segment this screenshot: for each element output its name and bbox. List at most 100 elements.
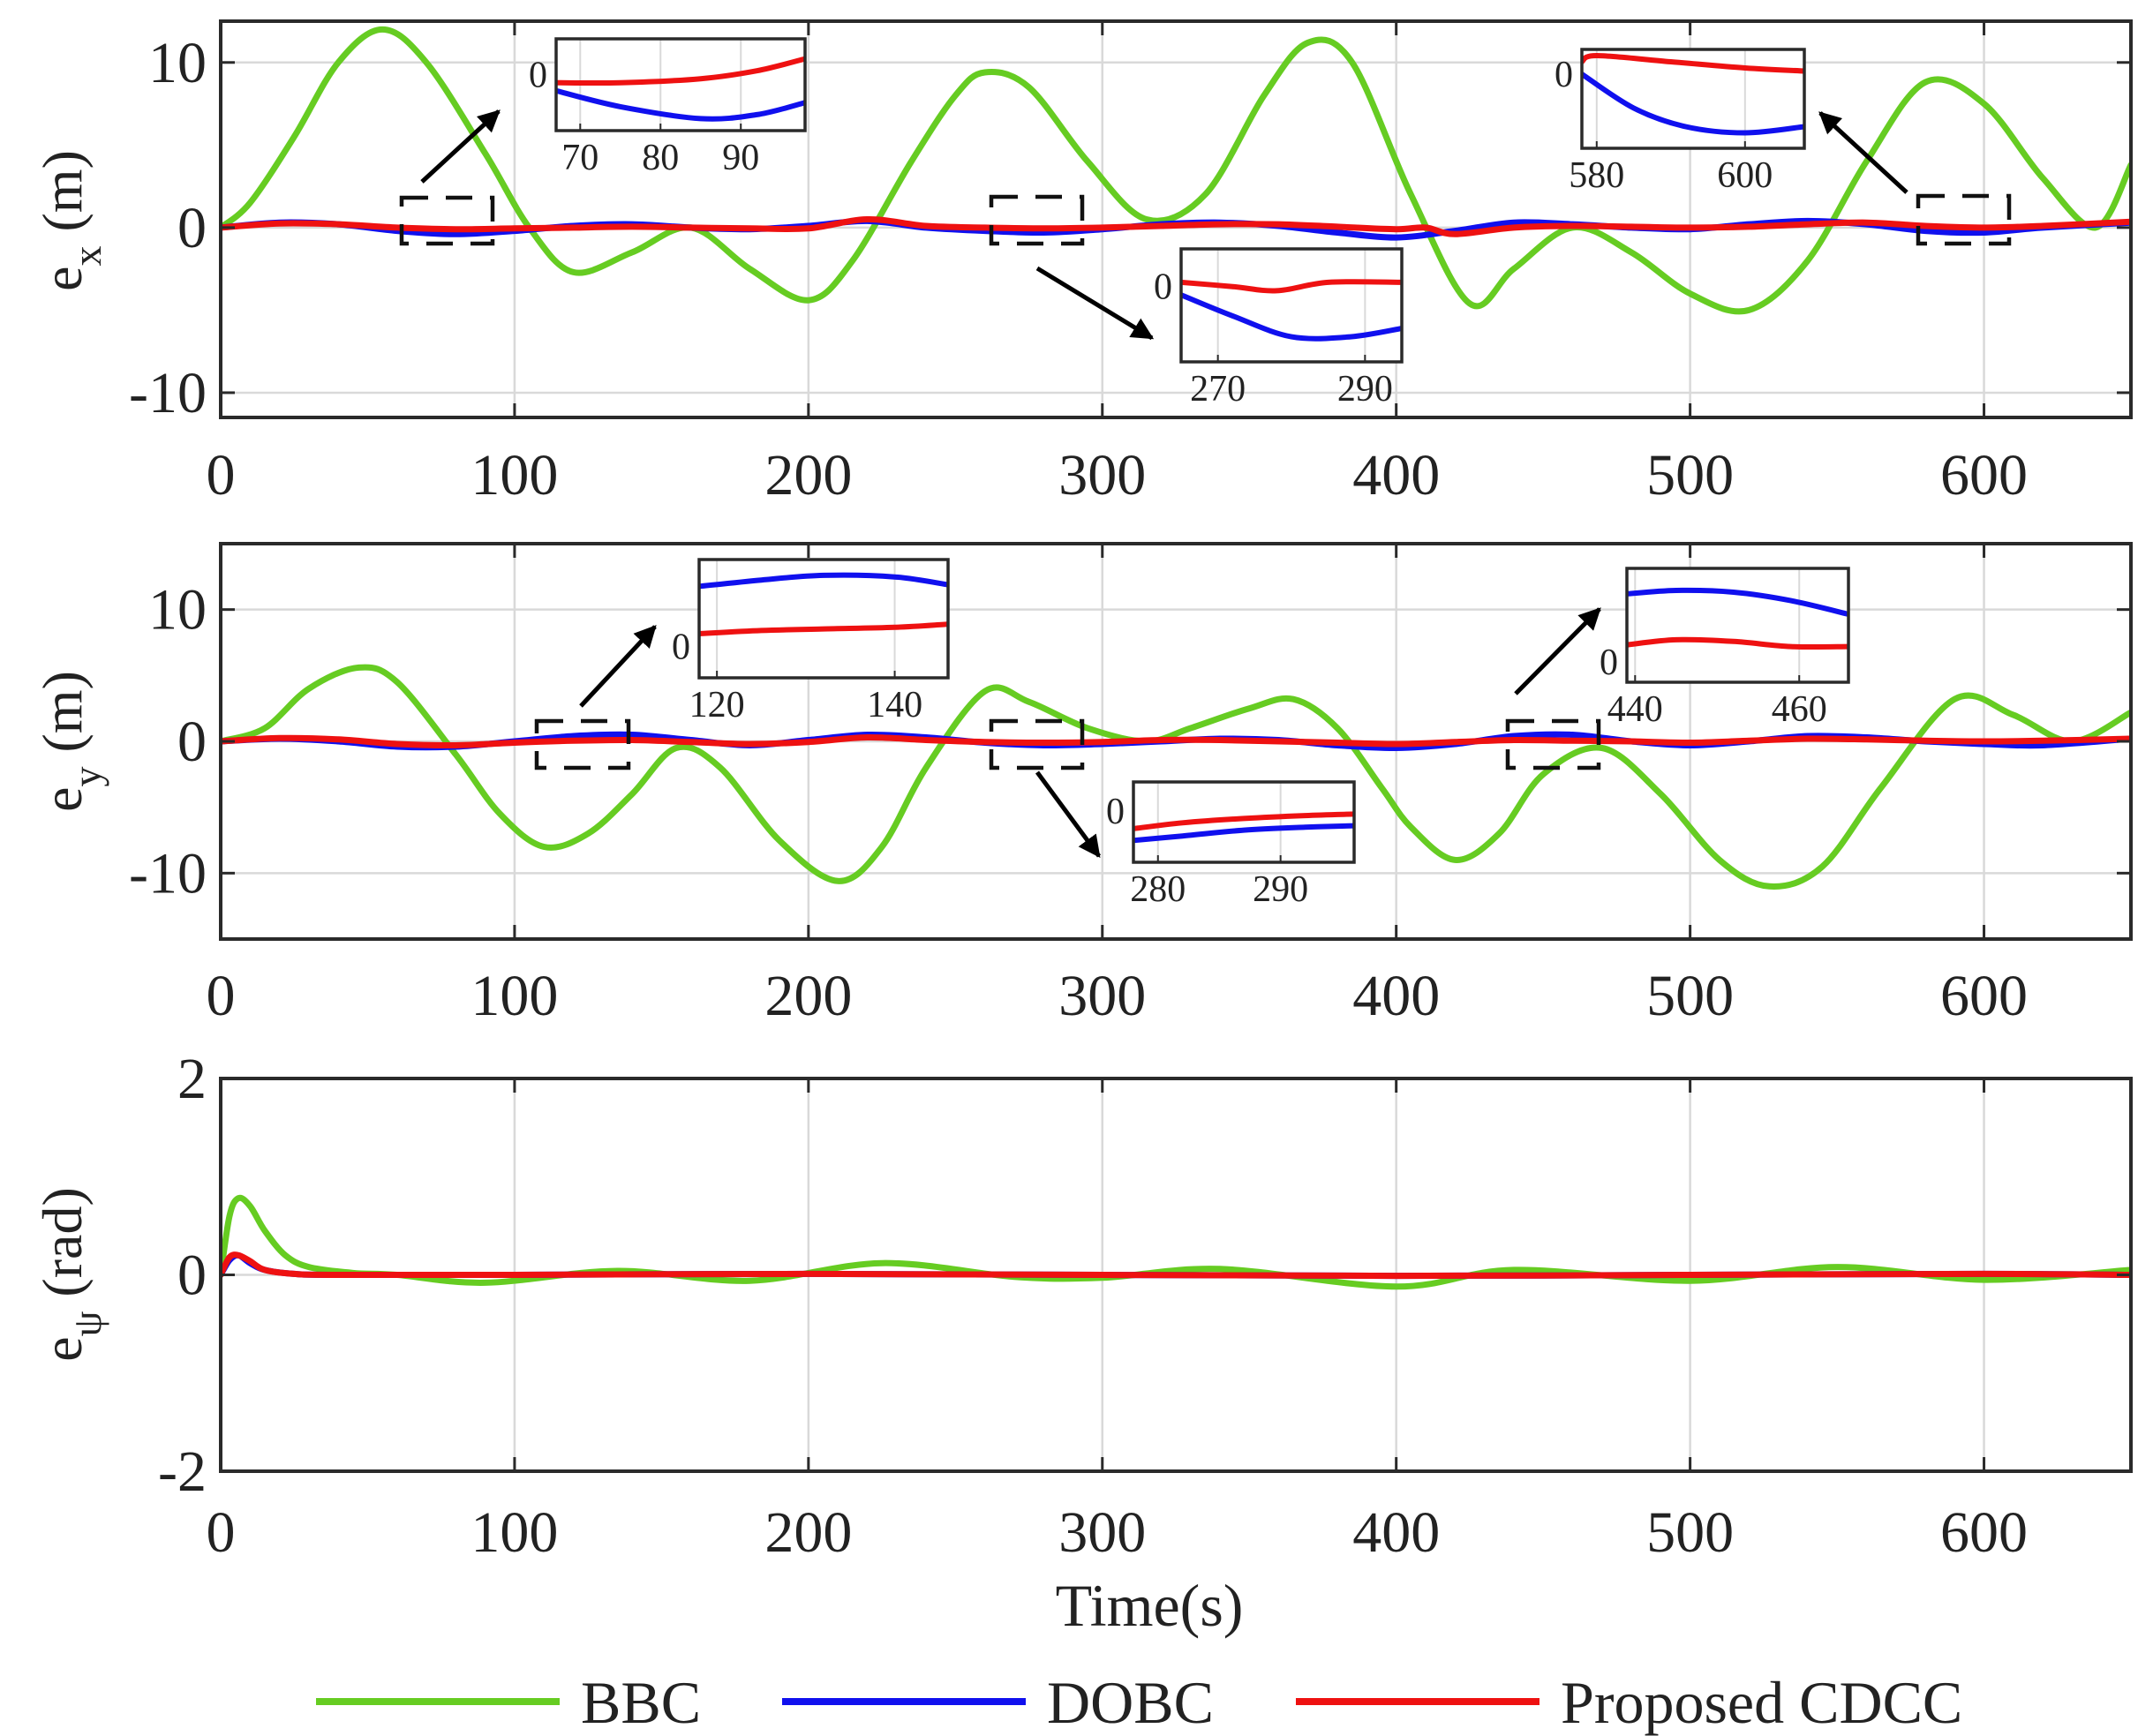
x-axis-label: Time(s): [1056, 1572, 1244, 1639]
inset-x-tick-label: 580: [1569, 155, 1624, 196]
inset-1-2: 270 290 0: [989, 194, 1404, 410]
inset-x-tick-label: 90: [722, 138, 759, 178]
inset-series-dobc: [699, 572, 948, 590]
inset-series-dobc: [1181, 292, 1402, 342]
zoom-region-marker: [989, 718, 1085, 770]
x-tick-label: 500: [1646, 1500, 1734, 1565]
legend-entry-proposed-cdcc: Proposed CDCC: [1296, 1669, 1962, 1736]
zoom-arrow: [1035, 770, 1102, 859]
inset-background: [1627, 568, 1848, 682]
x-tick-label: 100: [471, 964, 558, 1028]
inset-x-tick-label: 70: [561, 138, 598, 178]
inset-x-tick-label: 140: [867, 685, 922, 725]
inset-x-tick-label: 120: [689, 685, 745, 725]
inset-background: [1181, 249, 1402, 362]
y-axis-label-base: e: [31, 1336, 94, 1361]
inset-x-tick-label: 290: [1253, 869, 1308, 910]
zoom-region-marker: [534, 718, 631, 770]
inset-series-proposed-cdcc: [1582, 52, 1804, 74]
y-tick-label: 10: [148, 31, 207, 95]
x-tick-label: 600: [1940, 1500, 2028, 1565]
inset-y-tick-label: 0: [529, 56, 547, 96]
x-tick-label: 600: [1940, 443, 2028, 507]
zoom-arrow: [579, 625, 657, 708]
y-axis-label-unit: (rad): [31, 1187, 94, 1311]
series-line-proposed-cdcc: [221, 1251, 2131, 1280]
inset-2-1: 120 140 0: [534, 558, 950, 770]
x-tick-label: 0: [207, 964, 236, 1028]
legend: BBC DOBC Proposed CDCC: [316, 1669, 1962, 1736]
y-tick-label: 0: [177, 710, 207, 774]
y-axis-label-base: e: [31, 787, 94, 812]
legend-entry-dobc: DOBC: [782, 1669, 1214, 1736]
y-tick-label: -10: [129, 841, 207, 906]
inset-series-proposed-cdcc: [1133, 811, 1354, 831]
inset-series-proposed-cdcc: [1181, 279, 1402, 294]
inset-y-tick-label: 0: [672, 627, 690, 667]
inset-y-tick-label: 0: [1154, 267, 1172, 308]
zoom-arrow: [420, 109, 501, 184]
x-tick-label: 100: [471, 443, 558, 507]
inset-series-proposed-cdcc: [699, 621, 948, 636]
inset-x-tick-label: 290: [1337, 369, 1393, 410]
legend-label: Proposed CDCC: [1561, 1669, 1962, 1736]
x-tick-label: 400: [1352, 964, 1440, 1028]
inset-series-proposed-cdcc: [556, 56, 805, 86]
y-axis-label: ey (m): [31, 671, 109, 812]
x-tick-label: 500: [1646, 964, 1734, 1028]
x-tick-label: 200: [764, 1500, 852, 1565]
inset-x-tick-label: 460: [1772, 689, 1827, 730]
zoom-region-marker: [1916, 193, 2012, 246]
zoom-region-marker: [399, 195, 495, 246]
y-tick-label: 0: [177, 196, 207, 260]
inset-2-2: 280 290 0: [989, 718, 1356, 910]
y-tick-label: -10: [129, 361, 207, 425]
inset-x-tick-label: 440: [1607, 689, 1663, 730]
inset-frame: [1625, 567, 1850, 684]
series-line-proposed-cdcc: [221, 215, 2131, 237]
inset-frame: [554, 37, 807, 132]
x-tick-label: 300: [1058, 1500, 1146, 1565]
inset-x-tick-label: 280: [1130, 869, 1186, 910]
zoom-arrow: [1035, 266, 1155, 341]
inset-series-dobc: [1133, 823, 1354, 844]
y-tick-label: 10: [148, 578, 207, 643]
x-tick-label: 400: [1352, 443, 1440, 507]
x-tick-label: 200: [764, 443, 852, 507]
y-axis-label-unit: (m): [31, 671, 94, 766]
x-tick-label: 300: [1058, 964, 1146, 1028]
inset-series-proposed-cdcc: [1627, 636, 1848, 650]
y-axis-label-base: e: [31, 267, 94, 291]
inset-y-tick-label: 0: [1555, 55, 1573, 95]
inset-series-dobc: [1627, 587, 1848, 617]
y-axis-label-unit: (m): [31, 150, 94, 245]
inset-1-1: 70 80 90 0: [399, 37, 807, 246]
inset-x-tick-label: 600: [1717, 155, 1773, 196]
x-tick-label: 100: [471, 1500, 558, 1565]
inset-1-3: 580 600 0: [1555, 48, 2012, 246]
y-axis-label-subscript: x: [64, 246, 109, 267]
x-tick-label: 600: [1940, 964, 2028, 1028]
inset-x-tick-label: 270: [1190, 369, 1246, 410]
y-axis-label-subscript: y: [64, 767, 109, 787]
x-tick-label: 300: [1058, 443, 1146, 507]
axes-frame: [219, 19, 2133, 419]
x-tick-label: 500: [1646, 443, 1734, 507]
inset-frame: [1132, 780, 1356, 864]
y-axis-label: ex (m): [31, 150, 109, 291]
x-tick-label: 200: [764, 964, 852, 1028]
x-tick-label: 0: [207, 443, 236, 507]
y-tick-label: 0: [177, 1244, 207, 1308]
zoom-arrow: [1514, 607, 1601, 695]
x-tick-label: 400: [1352, 1500, 1440, 1565]
inset-y-tick-label: 0: [1600, 643, 1618, 683]
inset-2-3: 440 460 0: [1505, 567, 1850, 770]
zoom-region-marker: [989, 194, 1085, 246]
inset-frame: [1580, 48, 1806, 150]
zoom-region-marker: [1505, 718, 1601, 770]
zoom-arrow: [1818, 111, 1908, 194]
series-line-proposed-cdcc: [221, 733, 2131, 749]
